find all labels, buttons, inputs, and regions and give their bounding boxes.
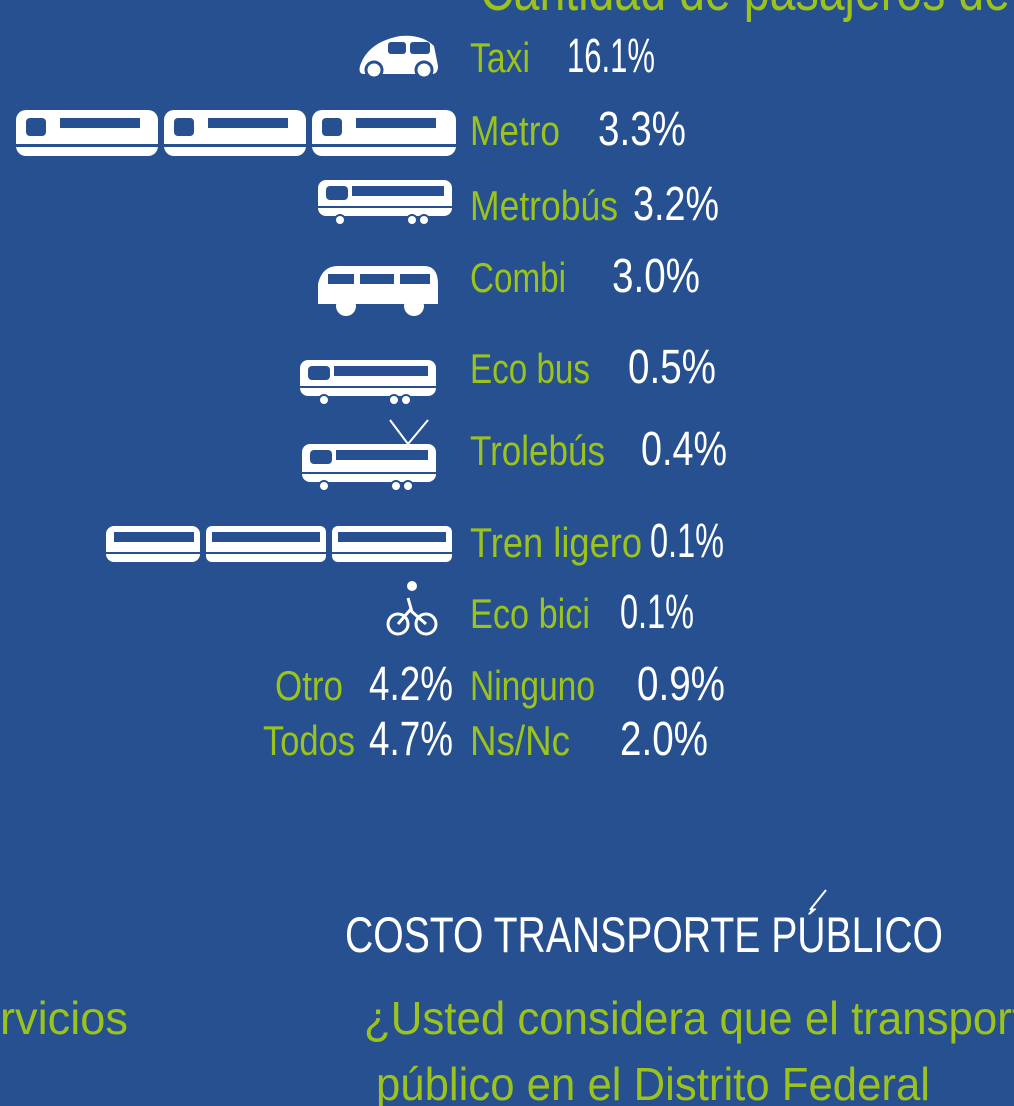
item-value: 0.1%: [650, 515, 724, 568]
question-line: ¿Usted considera que el transport: [364, 992, 1014, 1044]
item-value: 0.9%: [637, 658, 725, 711]
item-label: Ninguno: [470, 662, 595, 709]
item-label: Ns/Nc: [470, 717, 570, 764]
item-label: Taxi: [470, 34, 530, 81]
other-value: 4.2%: [369, 658, 453, 711]
item-value: 3.3%: [598, 103, 686, 156]
metro-icon: [16, 110, 456, 156]
item-label: Trolebús: [470, 427, 605, 474]
ecobus-icon: [300, 360, 436, 406]
item-label: Tren ligero: [470, 519, 642, 566]
other-label: Otro: [275, 662, 343, 709]
item-value: 3.2%: [633, 178, 719, 231]
item-value: 0.1%: [620, 586, 694, 639]
trolebus-icon: [302, 419, 436, 492]
item-value: 2.0%: [620, 713, 708, 766]
rows: Taxi 16.1%Metro 3.3% Metrobús 3.2% Combi 3.0% E…: [263, 30, 727, 766]
combi-icon: [318, 266, 438, 316]
item-label: Metrobús: [470, 182, 618, 229]
item-label: Eco bici: [470, 590, 590, 637]
item-value: 16.1%: [567, 30, 655, 83]
taxi-icon: [359, 35, 438, 80]
section-title: COSTO TRANSPORTE PÚBLICO: [345, 907, 943, 963]
item-label: Metro: [470, 107, 560, 154]
other-value: 4.7%: [369, 713, 453, 766]
left-text: rvicios: [0, 992, 128, 1044]
other-label: Todos: [263, 717, 355, 764]
item-label: Eco bus: [470, 345, 590, 392]
header-title: Cantidad de pasajeros de: [480, 0, 1010, 23]
item-value: 3.0%: [612, 250, 700, 303]
item-value: 0.4%: [641, 423, 727, 476]
question-line: público en el Distrito Federal: [376, 1058, 930, 1106]
tren-ligero-icon: [106, 526, 452, 562]
accent-mark: [809, 889, 827, 911]
item-label: Combi: [470, 254, 566, 301]
item-value: 0.5%: [628, 341, 716, 394]
icons: [16, 35, 456, 636]
metrobus-icon: [318, 180, 452, 226]
ecobici-icon: [386, 581, 438, 636]
